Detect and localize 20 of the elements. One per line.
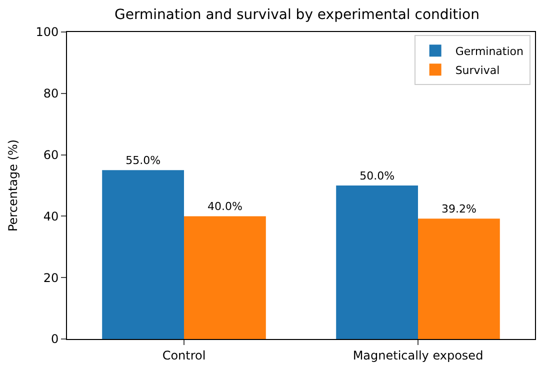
bar xyxy=(418,218,500,339)
y-tick-label: 20 xyxy=(43,270,59,285)
data-label: 55.0% xyxy=(126,154,161,168)
data-label: 50.0% xyxy=(360,170,395,182)
y-tick-label: 40 xyxy=(43,209,59,224)
y-axis-title: Percentage (%) xyxy=(6,139,20,232)
legend-label: Survival xyxy=(455,64,500,77)
y-tick-label: 0 xyxy=(50,332,59,346)
data-label: 39.2% xyxy=(441,202,476,216)
chart-title: Germination and survival by experimental condition xyxy=(114,7,480,24)
bar xyxy=(336,186,418,339)
x-tick-label: Magnetically exposed xyxy=(352,348,484,362)
x-tick-label: Control xyxy=(162,348,206,362)
data-label: 40.0% xyxy=(207,200,242,214)
bar xyxy=(102,170,184,339)
y-tick-label: 80 xyxy=(43,86,59,101)
y-tick-label: 100 xyxy=(36,25,59,40)
bar xyxy=(184,216,266,339)
y-tick-label: 60 xyxy=(43,148,59,162)
legend-label: Germination xyxy=(455,44,524,58)
